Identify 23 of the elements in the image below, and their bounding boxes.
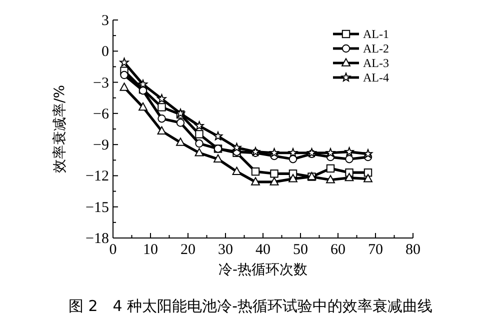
y-tick-label: −15	[86, 200, 109, 216]
y-tick-label: −18	[86, 231, 109, 247]
x-tick-label: 30	[218, 242, 233, 258]
legend-label: AL-4	[363, 70, 389, 84]
x-tick-label: 10	[143, 242, 158, 258]
y-tick-label: −9	[93, 138, 109, 154]
y-tick-label: −3	[93, 75, 109, 92]
legend-label: AL-1	[363, 27, 389, 41]
legend-label: AL-3	[363, 56, 389, 70]
y-axis-title: 效率衰减率/%	[52, 84, 68, 174]
x-tick-label: 50	[293, 242, 308, 258]
x-tick-label: 20	[180, 242, 196, 258]
y-tick-label: −6	[93, 106, 110, 122]
caption: 图 2 4 种太阳能电池冷-热循环试验中的效率衰减曲线	[68, 297, 433, 315]
x-tick-label: 80	[406, 242, 420, 258]
y-tick-label: −12	[86, 168, 109, 185]
x-tick-label: 70	[368, 242, 383, 258]
x-axis-title: 冷-热循环次数	[218, 262, 308, 278]
y-tick-label: 3	[102, 13, 109, 29]
y-tick-label: 0	[102, 44, 109, 60]
x-tick-label: 60	[330, 242, 346, 258]
legend-label: AL-2	[363, 42, 389, 56]
x-tick-label: 40	[256, 242, 270, 258]
